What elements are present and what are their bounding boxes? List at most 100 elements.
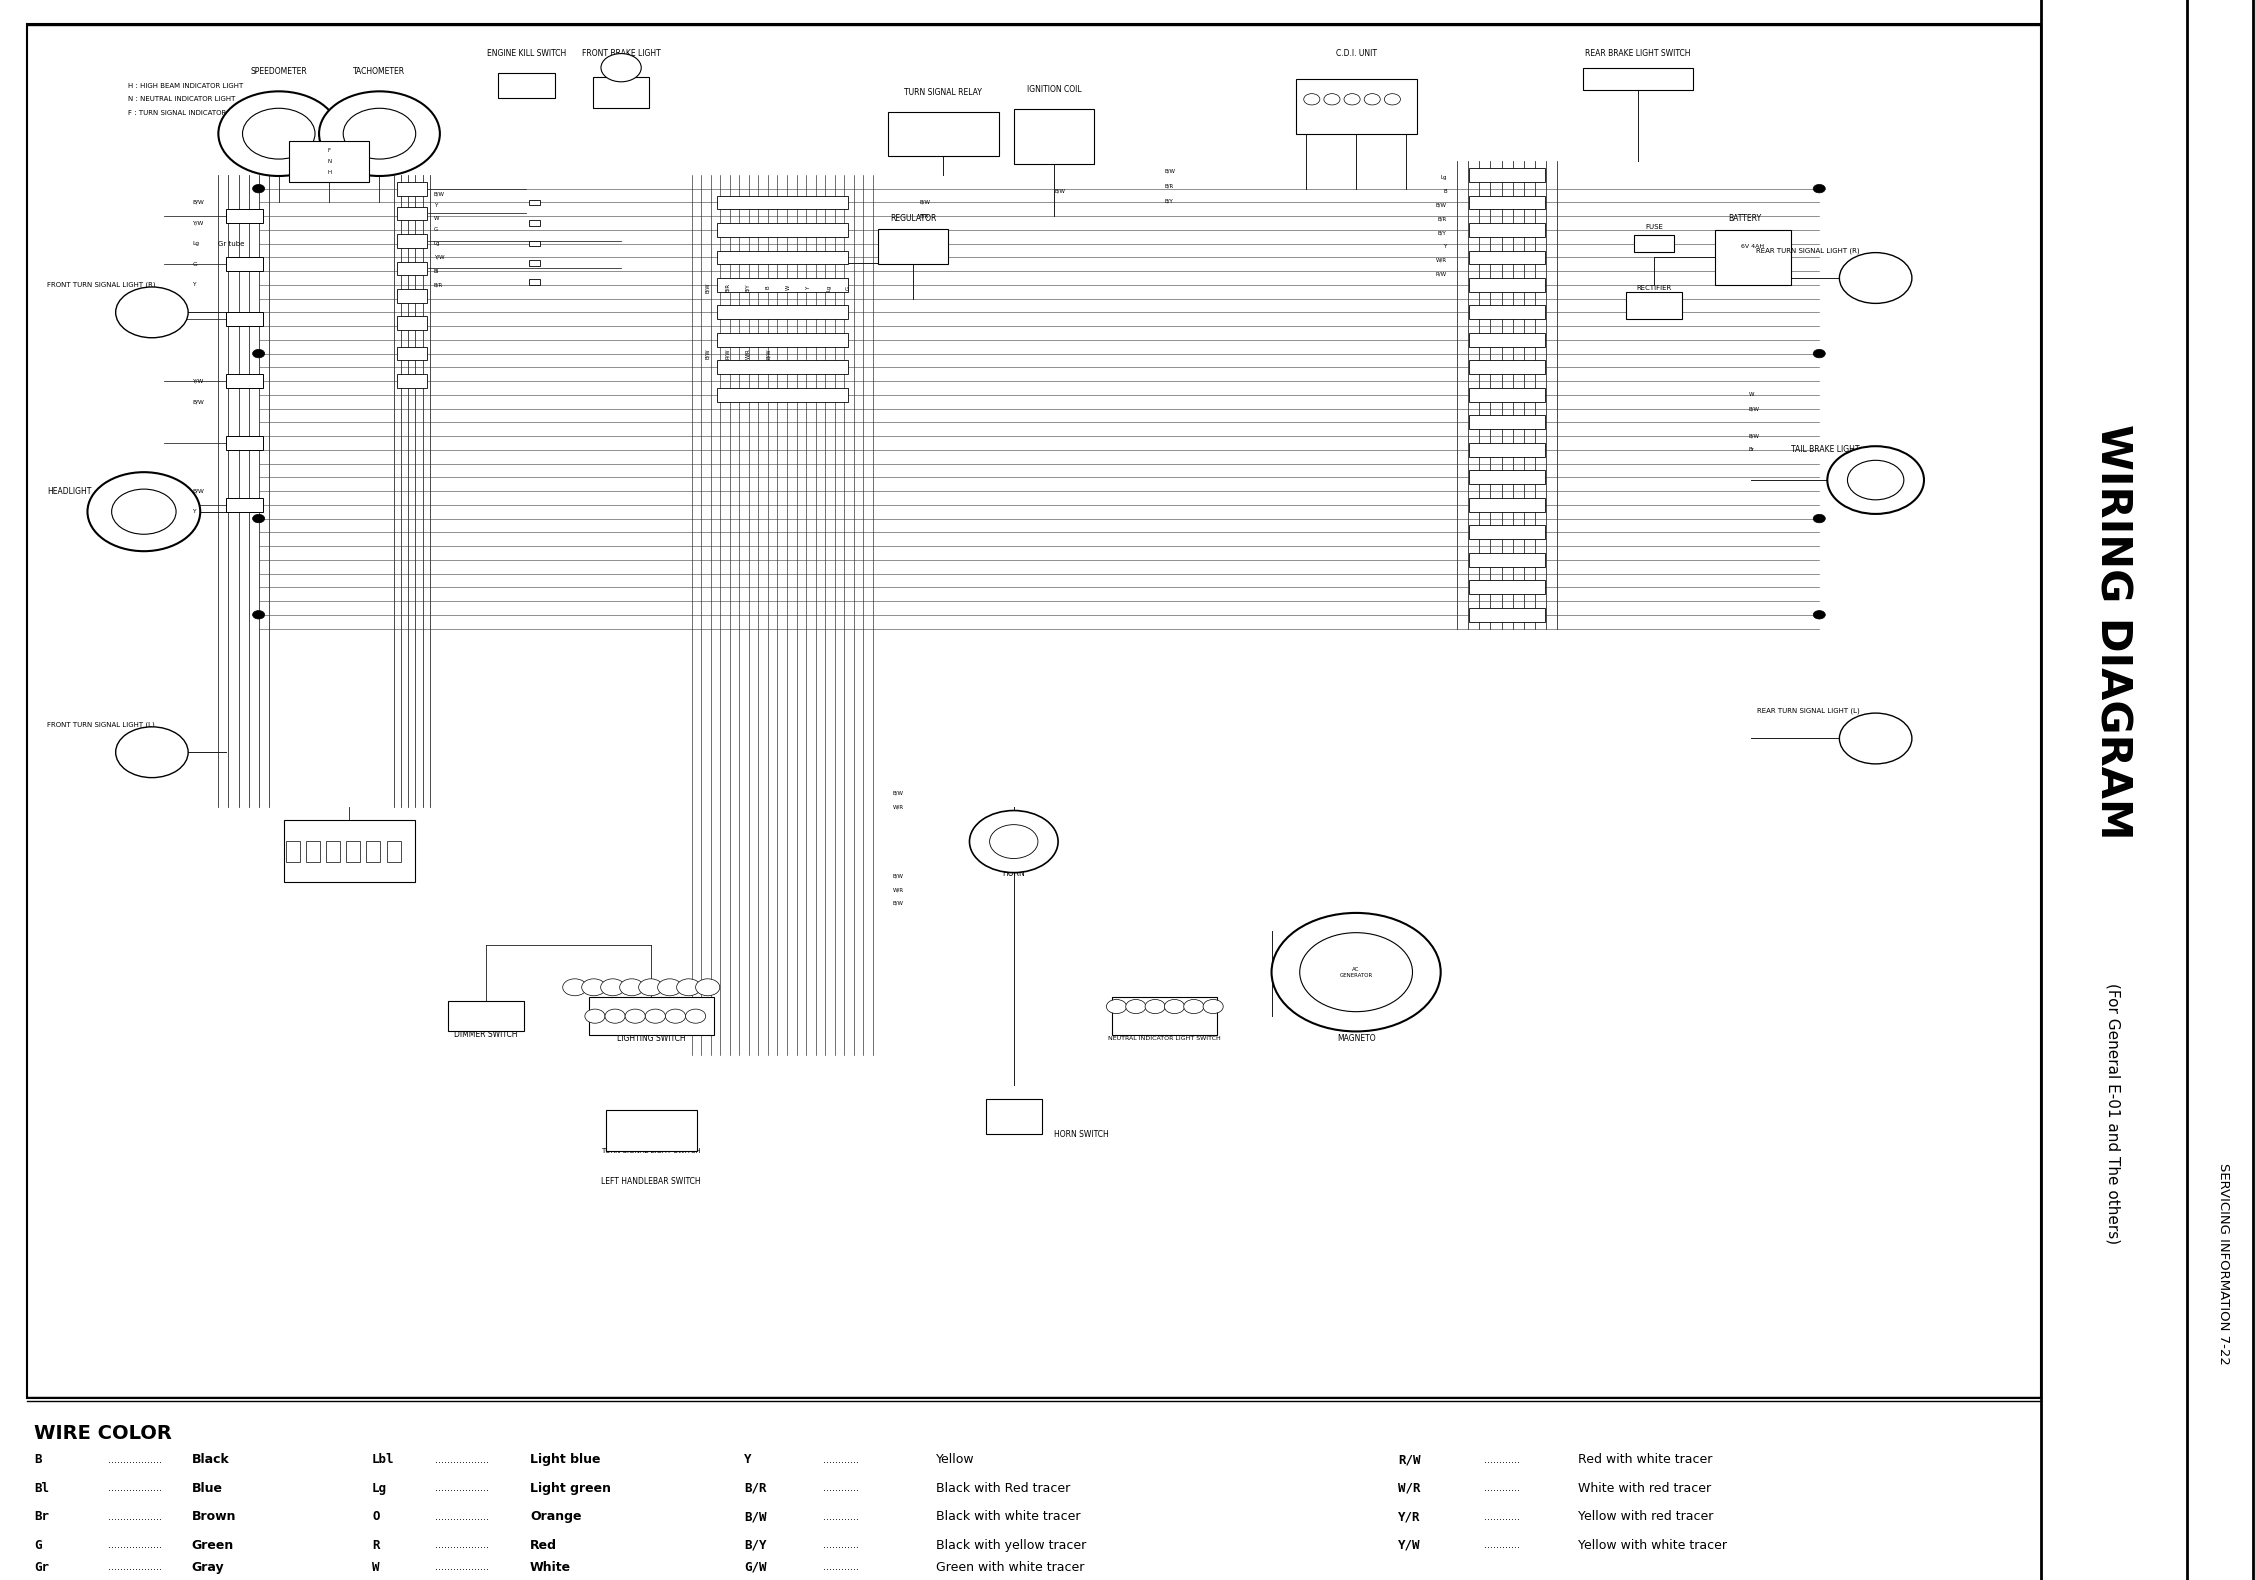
Bar xyxy=(530,261,539,265)
Text: Y/W: Y/W xyxy=(192,379,203,384)
Text: G: G xyxy=(846,286,850,289)
Text: HEADLIGHT: HEADLIGHT xyxy=(47,487,92,496)
Text: Brown: Brown xyxy=(192,1510,237,1523)
Circle shape xyxy=(343,109,415,160)
Text: FRONT TURN SIGNAL LIGHT (R): FRONT TURN SIGNAL LIGHT (R) xyxy=(47,281,156,288)
Bar xyxy=(530,199,539,205)
Text: LEFT HANDLEBAR SWITCH: LEFT HANDLEBAR SWITCH xyxy=(602,1177,701,1185)
Text: W/R: W/R xyxy=(893,888,904,893)
Bar xyxy=(717,251,848,264)
Text: F: F xyxy=(327,147,331,153)
Bar xyxy=(397,207,426,220)
Text: REAR BRAKE LIGHT SWITCH: REAR BRAKE LIGHT SWITCH xyxy=(1585,49,1691,58)
Bar xyxy=(1468,416,1545,430)
Circle shape xyxy=(253,349,264,357)
Circle shape xyxy=(1813,610,1824,619)
Text: White: White xyxy=(530,1561,571,1574)
Bar xyxy=(449,1002,525,1032)
Circle shape xyxy=(253,185,264,193)
Text: ..................: .................. xyxy=(435,1512,489,1522)
Text: FUSE: FUSE xyxy=(1646,224,1664,231)
Text: Green with white tracer: Green with white tracer xyxy=(936,1561,1085,1574)
Text: DIMMER SWITCH: DIMMER SWITCH xyxy=(456,1030,519,1038)
Text: ..................: .................. xyxy=(108,1455,162,1465)
Bar xyxy=(607,1109,697,1150)
Text: Y: Y xyxy=(192,283,196,288)
Text: B/R: B/R xyxy=(1436,216,1448,221)
Bar xyxy=(365,841,381,861)
Circle shape xyxy=(658,980,681,995)
Bar xyxy=(397,262,426,275)
Text: Green: Green xyxy=(192,1539,235,1552)
Text: G/W: G/W xyxy=(744,1561,767,1574)
Text: Yellow: Yellow xyxy=(936,1454,974,1466)
Text: Lg: Lg xyxy=(192,242,198,246)
Text: W/R: W/R xyxy=(1436,258,1448,262)
Text: Y: Y xyxy=(433,202,437,207)
Circle shape xyxy=(582,980,607,995)
Circle shape xyxy=(1840,713,1912,763)
Bar xyxy=(397,346,426,360)
Circle shape xyxy=(600,980,625,995)
Text: B/W: B/W xyxy=(744,1510,767,1523)
Text: ..................: .................. xyxy=(435,1563,489,1572)
Circle shape xyxy=(686,1010,706,1024)
Circle shape xyxy=(638,980,663,995)
Text: B/W: B/W xyxy=(920,201,929,205)
Circle shape xyxy=(253,610,264,619)
Text: W/R: W/R xyxy=(746,348,751,359)
Bar xyxy=(1468,333,1545,346)
Text: White with red tracer: White with red tracer xyxy=(1578,1482,1712,1495)
Text: TURN SIGNAL RELAY: TURN SIGNAL RELAY xyxy=(904,88,983,96)
Text: B/W: B/W xyxy=(893,792,904,796)
Text: RECTIFIER: RECTIFIER xyxy=(1637,284,1671,291)
Text: Black with Red tracer: Black with Red tracer xyxy=(936,1482,1071,1495)
Text: TAIL BRAKE LIGHT: TAIL BRAKE LIGHT xyxy=(1790,446,1860,455)
Text: Lg: Lg xyxy=(433,242,440,246)
Bar xyxy=(397,234,426,248)
Text: ............: ............ xyxy=(823,1512,859,1522)
Circle shape xyxy=(1146,1000,1166,1014)
Text: (For General E-01 and The others): (For General E-01 and The others) xyxy=(2106,983,2120,1245)
Text: N : NEUTRAL INDICATOR LIGHT: N : NEUTRAL INDICATOR LIGHT xyxy=(129,96,235,103)
Bar xyxy=(1468,305,1545,319)
Text: SERVICING INFORMATION 7-22: SERVICING INFORMATION 7-22 xyxy=(2217,1163,2230,1365)
Circle shape xyxy=(1827,446,1924,514)
Bar xyxy=(397,374,426,389)
Text: Br: Br xyxy=(1750,447,1754,452)
Bar xyxy=(1468,553,1545,567)
Text: ..................: .................. xyxy=(108,1540,162,1550)
Bar xyxy=(1635,235,1673,251)
Bar xyxy=(1112,997,1218,1035)
Bar xyxy=(877,229,949,264)
Text: B/R: B/R xyxy=(920,213,929,218)
Circle shape xyxy=(1303,93,1319,104)
Text: B/W: B/W xyxy=(706,283,710,292)
Text: H: H xyxy=(327,169,331,175)
Text: N: N xyxy=(327,158,331,164)
Text: B: B xyxy=(1443,190,1448,194)
Text: LIGHTING SWITCH: LIGHTING SWITCH xyxy=(618,1033,686,1043)
Text: B/W: B/W xyxy=(192,488,203,493)
Bar xyxy=(1297,79,1416,134)
Circle shape xyxy=(620,980,645,995)
Text: G: G xyxy=(34,1539,41,1552)
Text: HORN: HORN xyxy=(1003,869,1026,878)
Text: Black with white tracer: Black with white tracer xyxy=(936,1510,1080,1523)
Text: ..................: .................. xyxy=(108,1484,162,1493)
Bar xyxy=(1468,471,1545,483)
Circle shape xyxy=(1204,1000,1222,1014)
Bar xyxy=(593,77,649,107)
Text: Y: Y xyxy=(192,509,196,514)
Circle shape xyxy=(1125,1000,1146,1014)
Bar xyxy=(226,313,262,325)
Text: Y/R: Y/R xyxy=(1398,1510,1421,1523)
Text: Red with white tracer: Red with white tracer xyxy=(1578,1454,1714,1466)
Text: ..................: .................. xyxy=(108,1512,162,1522)
Bar xyxy=(1468,608,1545,621)
Text: ............: ............ xyxy=(1484,1455,1520,1465)
Text: FRONT TURN SIGNAL LIGHT (L): FRONT TURN SIGNAL LIGHT (L) xyxy=(47,722,156,728)
Bar xyxy=(397,316,426,330)
Bar xyxy=(589,997,715,1035)
Circle shape xyxy=(564,980,586,995)
